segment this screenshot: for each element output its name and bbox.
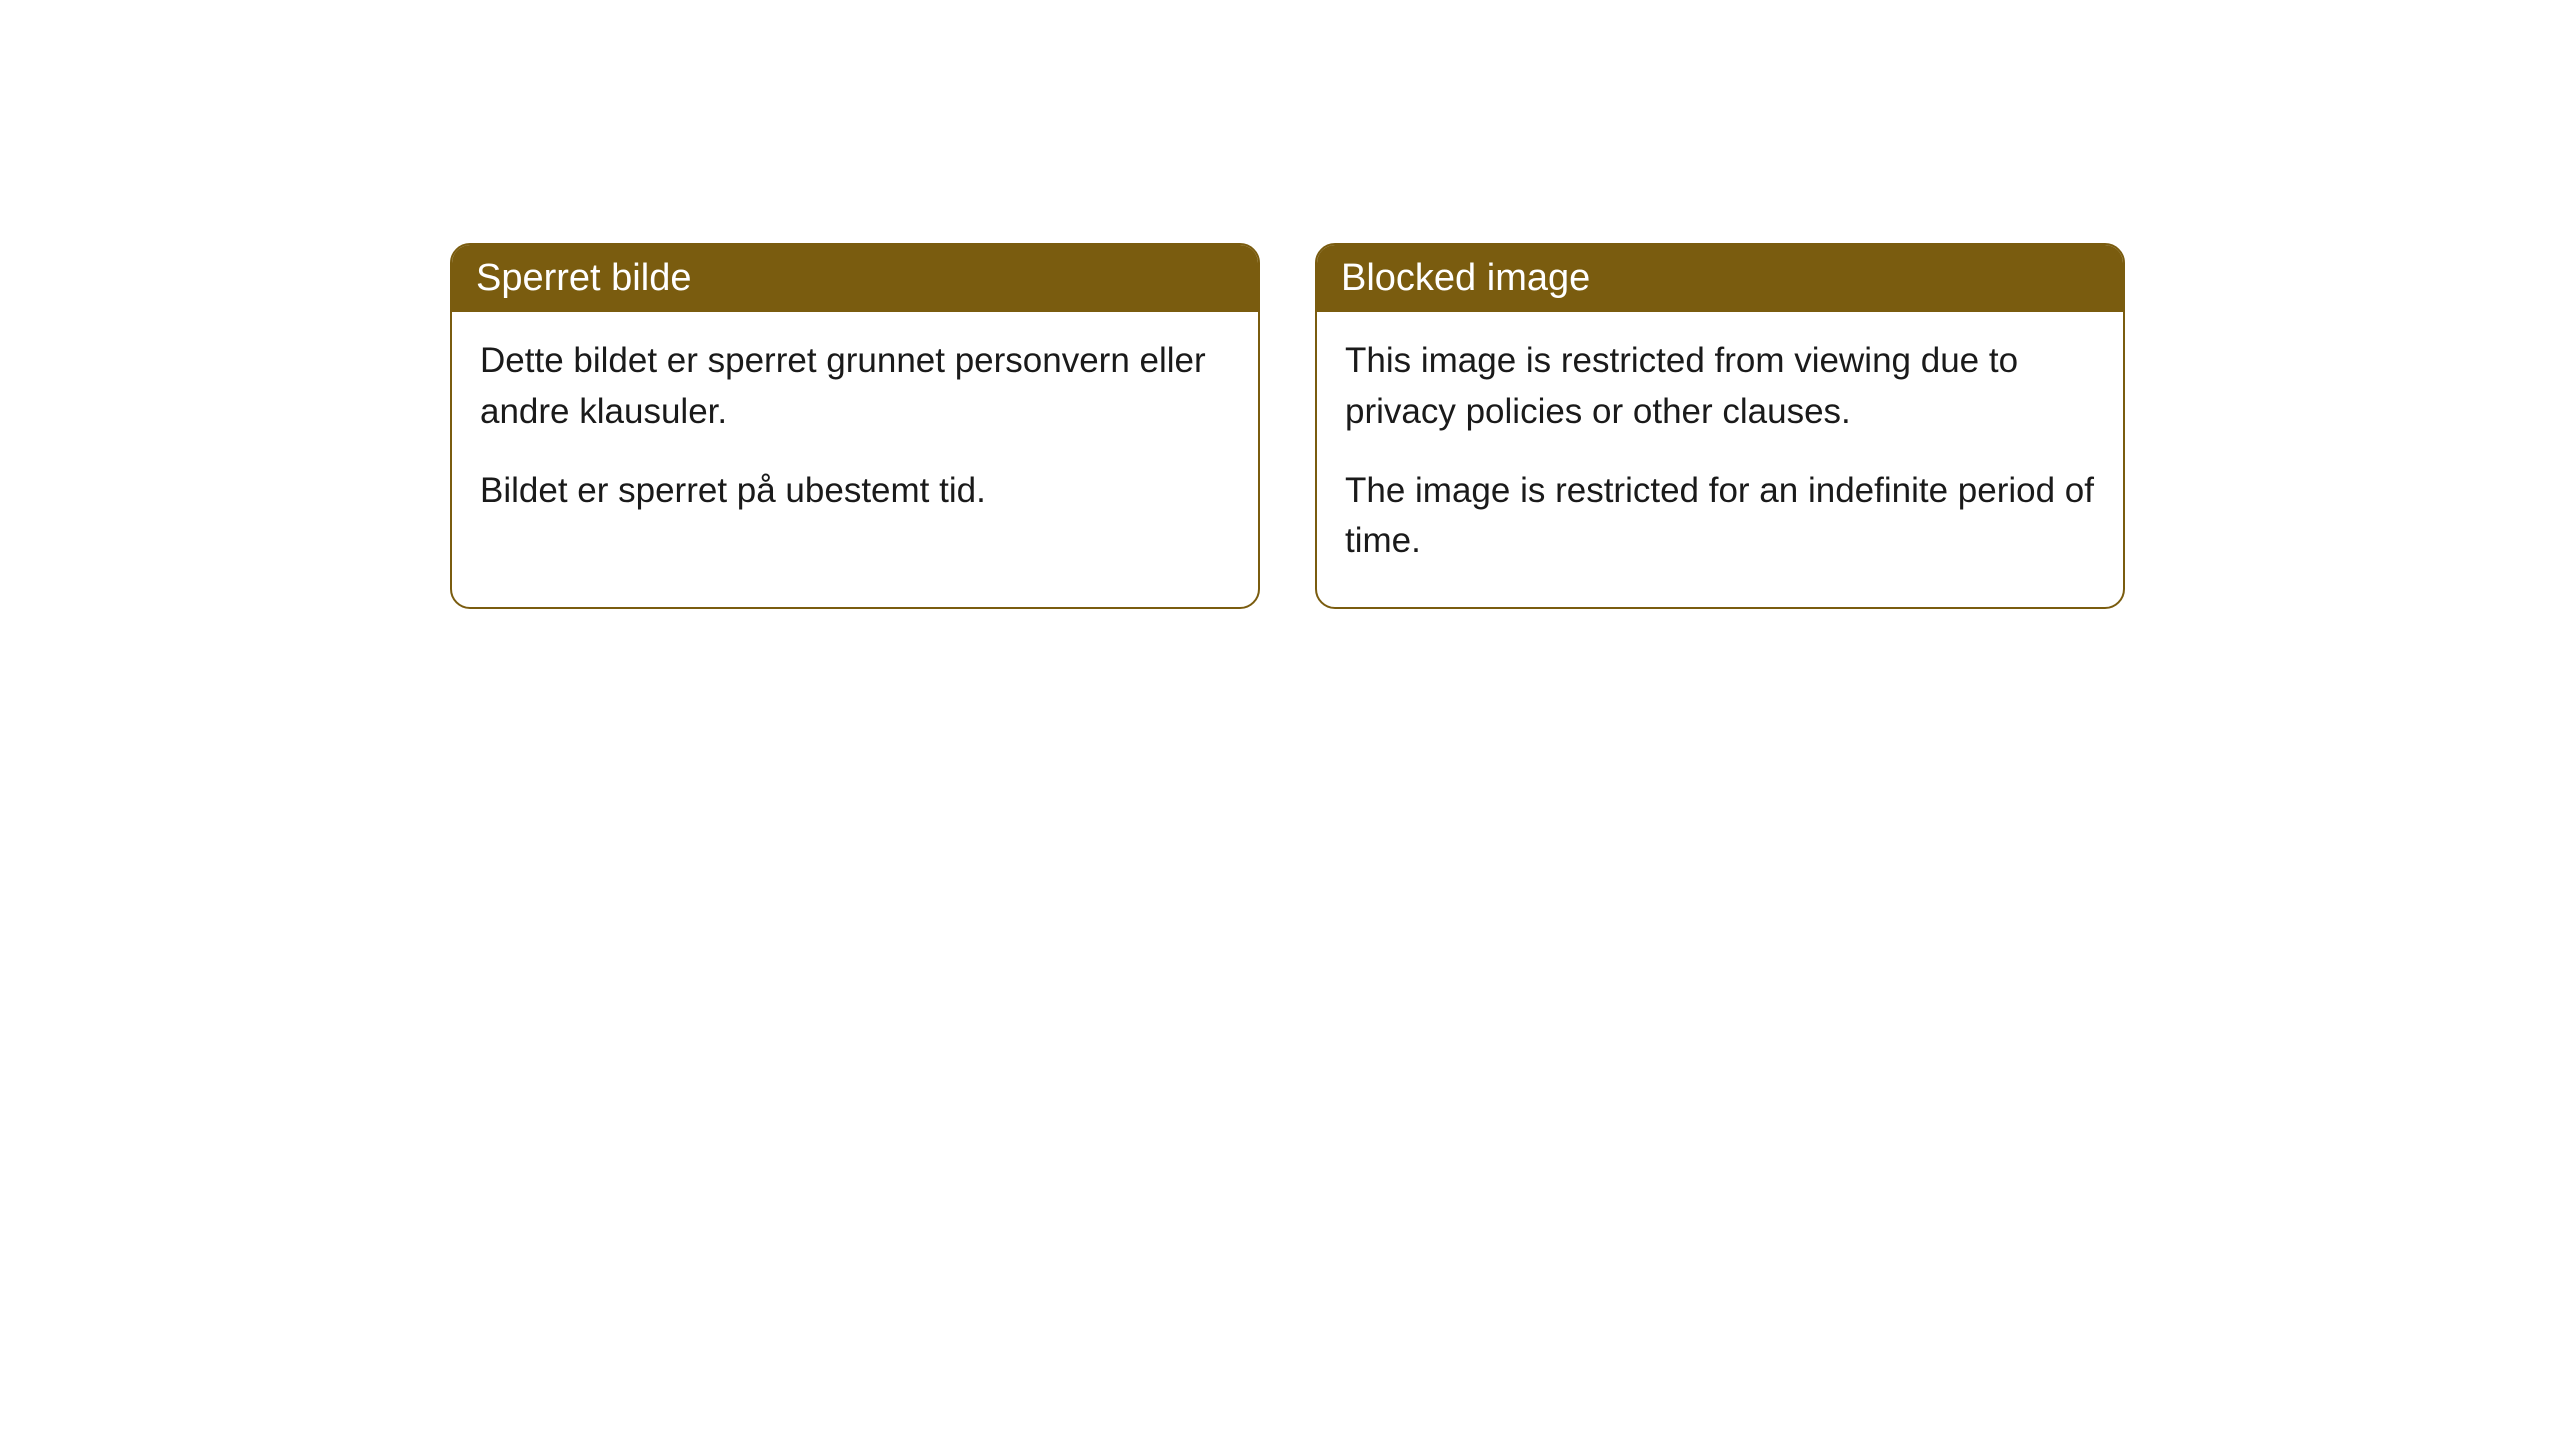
- card-body: This image is restricted from viewing du…: [1317, 312, 2123, 607]
- card-paragraph-1: Dette bildet er sperret grunnet personve…: [480, 336, 1230, 438]
- cards-container: Sperret bilde Dette bildet er sperret gr…: [450, 243, 2125, 609]
- card-paragraph-2: Bildet er sperret på ubestemt tid.: [480, 466, 1230, 517]
- card-body: Dette bildet er sperret grunnet personve…: [452, 312, 1258, 556]
- card-header: Sperret bilde: [452, 245, 1258, 312]
- card-paragraph-2: The image is restricted for an indefinit…: [1345, 466, 2095, 568]
- card-paragraph-1: This image is restricted from viewing du…: [1345, 336, 2095, 438]
- card-header: Blocked image: [1317, 245, 2123, 312]
- blocked-image-card-english: Blocked image This image is restricted f…: [1315, 243, 2125, 609]
- blocked-image-card-norwegian: Sperret bilde Dette bildet er sperret gr…: [450, 243, 1260, 609]
